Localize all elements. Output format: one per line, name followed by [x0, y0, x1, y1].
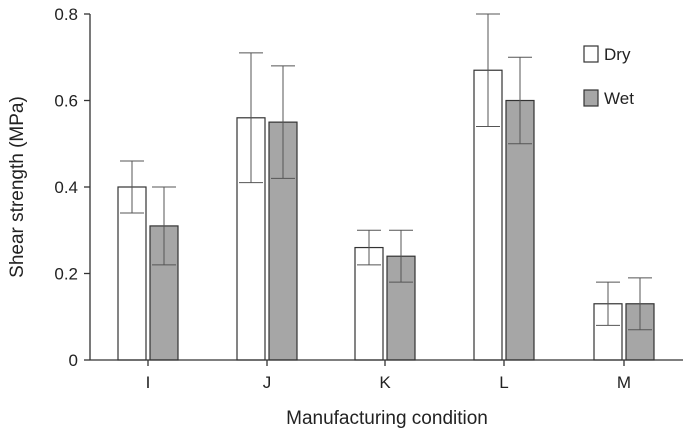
y-tick-label: 0.8	[54, 5, 78, 24]
x-tick-label: K	[379, 373, 391, 392]
legend-label-dry: Dry	[604, 45, 631, 64]
legend-swatch-wet	[583, 89, 599, 107]
y-tick-label: 0.6	[54, 92, 78, 111]
y-axis-title: Shear strength (MPa)	[7, 96, 28, 278]
legend: Dry Wet	[583, 45, 634, 108]
bars-layer	[117, 69, 655, 361]
y-tick-label: 0.4	[54, 178, 78, 197]
x-tick-label: I	[146, 373, 151, 392]
bar-dry-l	[473, 69, 503, 361]
y-ticks: 0 0.2 0.4 0.6 0.8	[54, 5, 90, 370]
x-tick-label: J	[263, 373, 272, 392]
y-tick-label: 0.2	[54, 265, 78, 284]
y-tick-label: 0	[69, 351, 78, 370]
x-tick-label: M	[617, 373, 631, 392]
legend-label-wet: Wet	[604, 89, 634, 108]
x-tick-label: L	[499, 373, 508, 392]
error-bars-layer	[120, 13, 652, 331]
bar-dry-i	[117, 186, 147, 361]
x-axis-title: Manufacturing condition	[286, 408, 488, 429]
x-ticks: I J K L M	[146, 360, 631, 392]
legend-swatch-dry	[583, 45, 599, 63]
